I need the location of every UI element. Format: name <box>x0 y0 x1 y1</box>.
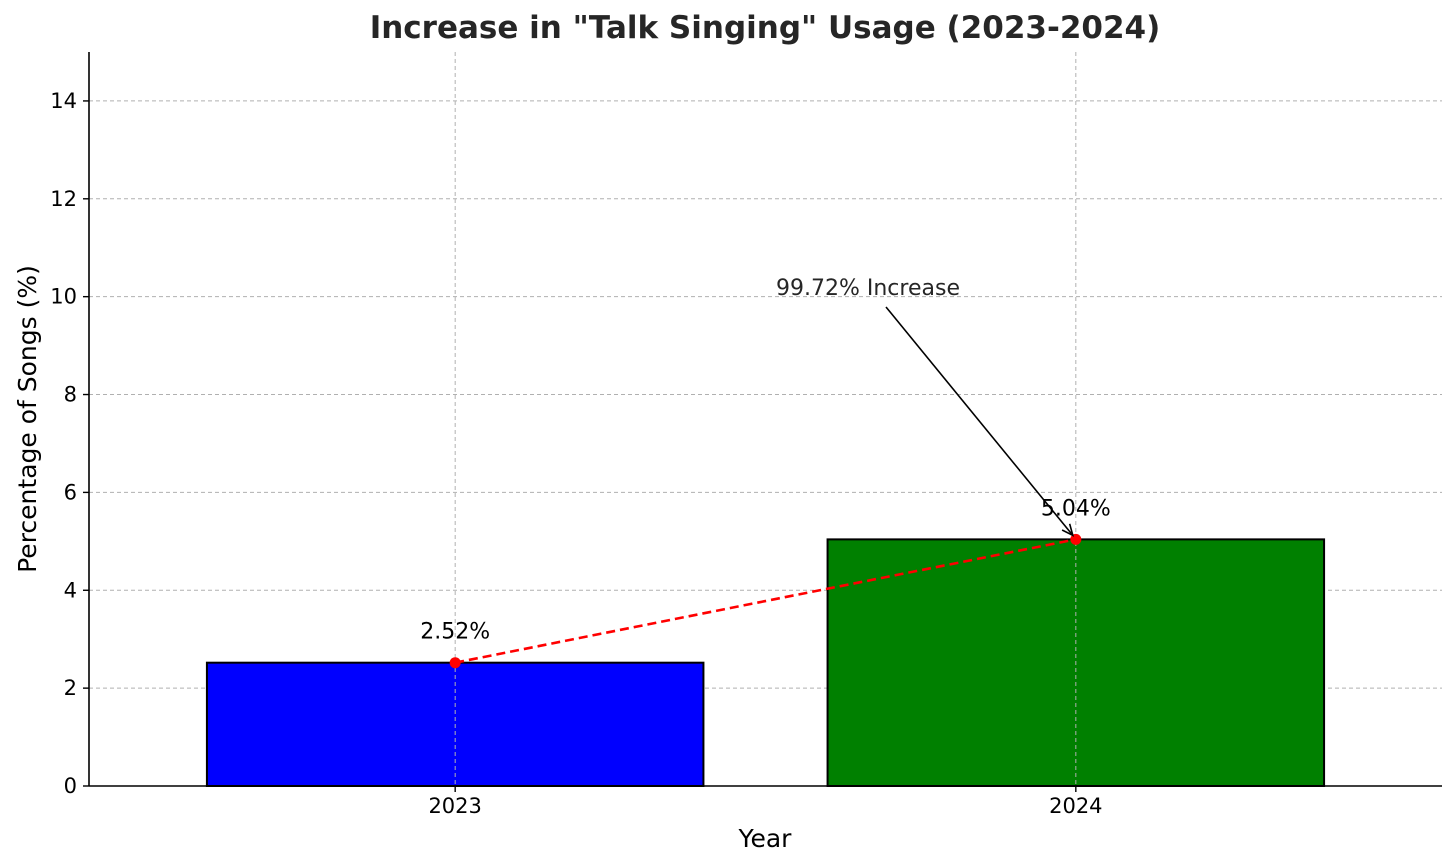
y-tick-label: 12 <box>50 187 77 211</box>
axes <box>88 52 1442 787</box>
annotation-group: 99.72% Increase <box>776 276 1075 537</box>
trend-line <box>454 538 1077 664</box>
x-ticks: 2023 2024 <box>428 786 1103 818</box>
annotation-arrow-line <box>885 306 1074 536</box>
y-tick-label: 2 <box>64 676 77 700</box>
y-ticks: 0 2 4 6 8 10 12 14 <box>50 89 89 798</box>
trend-line-group <box>449 533 1082 669</box>
x-tick-label: 2023 <box>428 794 481 818</box>
y-axis-label: Percentage of Songs (%) <box>13 265 42 573</box>
y-tick-label: 10 <box>50 285 77 309</box>
bars <box>205 538 1326 787</box>
data-label-2024: 5.04% <box>1041 496 1111 521</box>
y-tick-label: 8 <box>64 383 77 407</box>
chart-title: Increase in "Talk Singing" Usage (2023-2… <box>370 10 1161 46</box>
increase-annotation: 99.72% Increase <box>776 276 960 301</box>
y-tick-label: 0 <box>64 774 77 798</box>
y-tick-label: 6 <box>64 480 77 504</box>
y-tick-label: 4 <box>64 578 77 602</box>
annotation-arrow-head <box>1061 523 1075 537</box>
data-labels: 2.52% 5.04% <box>420 496 1111 644</box>
data-label-2023: 2.52% <box>420 620 490 645</box>
trend-point-2023 <box>449 657 461 669</box>
trend-point-2024 <box>1070 533 1082 545</box>
x-tick-label: 2024 <box>1049 794 1102 818</box>
y-tick-label: 14 <box>50 89 77 113</box>
x-axis-label: Year <box>738 824 793 853</box>
